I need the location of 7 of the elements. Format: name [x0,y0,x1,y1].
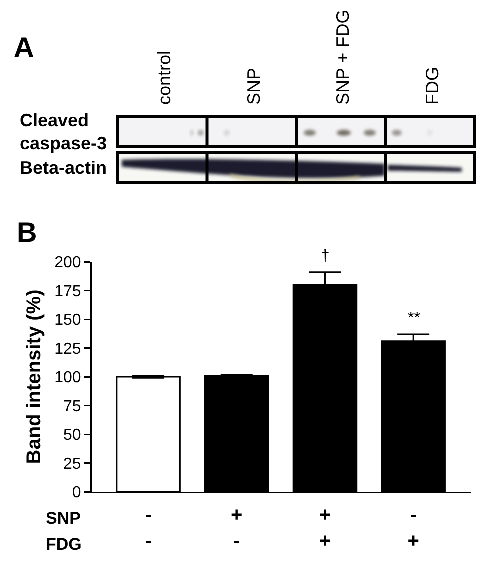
category-label: Beta-actin [20,158,108,178]
text: A [14,32,34,63]
category-label: control [154,50,175,105]
category-label: Cleaved caspase-3 [20,110,108,154]
category-label: SNP [244,68,264,105]
category-label: FDG [422,67,442,105]
category-label: SNP + FDG [333,10,354,105]
